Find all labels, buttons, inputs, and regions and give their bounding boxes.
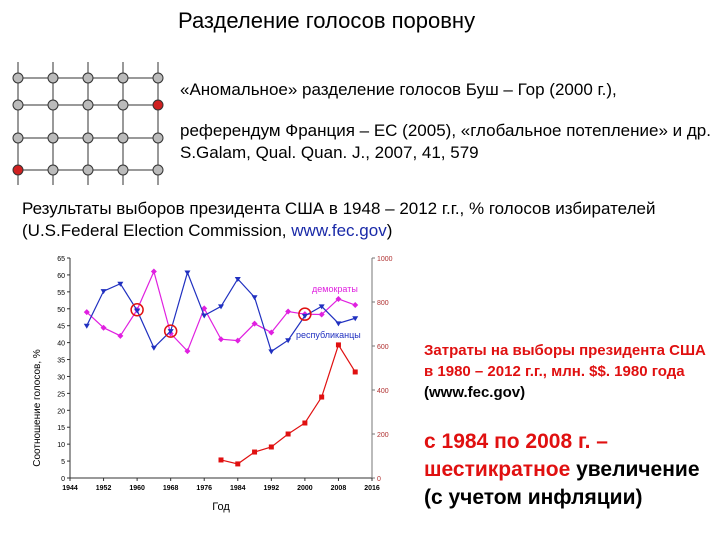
y2-tick-label: 800 xyxy=(377,300,389,307)
lattice-diagram xyxy=(12,62,164,185)
point xyxy=(234,276,241,282)
x-tick-label: 1960 xyxy=(129,485,145,492)
point xyxy=(251,295,258,301)
point xyxy=(301,313,308,319)
x-tick-label: 2000 xyxy=(297,485,313,492)
series-label: демократы xyxy=(312,284,358,294)
point xyxy=(83,309,90,316)
point xyxy=(218,336,224,343)
series-label: республиканцы xyxy=(296,330,361,340)
point xyxy=(252,449,258,455)
point xyxy=(335,295,342,302)
point xyxy=(352,302,359,309)
y2-tick-label: 1000 xyxy=(377,256,393,263)
x-tick-label: 1976 xyxy=(196,485,212,492)
x-tick-label: 2016 xyxy=(364,485,380,492)
highlight-ring xyxy=(298,307,312,321)
text: Результаты выборов президента США в 1948… xyxy=(22,198,712,242)
point xyxy=(251,320,258,327)
text: увеличение (с учетом инфляции) xyxy=(424,458,700,509)
point xyxy=(235,461,241,467)
x-tick-label: 1968 xyxy=(163,485,179,492)
y-tick-label: 35 xyxy=(57,358,65,365)
text: с 1984 по 2008 г. – шестикратное xyxy=(424,430,608,481)
x-tick-label: 1984 xyxy=(230,485,246,492)
point xyxy=(319,394,325,400)
point xyxy=(335,321,342,327)
point xyxy=(318,304,325,310)
note: с 1984 по 2008 г. – шестикратное увеличе… xyxy=(424,428,709,512)
y2-tick-label: 0 xyxy=(377,476,381,483)
point xyxy=(352,369,358,375)
y-tick-label: 5 xyxy=(61,459,65,466)
text: «Аномальное» разделение голосов Буш – Го… xyxy=(180,80,617,99)
highlight-ring xyxy=(163,324,178,338)
point xyxy=(352,316,359,322)
text: Результаты выборов президента США в 1948… xyxy=(22,199,656,240)
x-tick-label: 1992 xyxy=(264,485,280,492)
text: (www.fec.gov) xyxy=(424,384,526,401)
y-tick-label: 60 xyxy=(57,273,65,280)
y2-tick-label: 600 xyxy=(377,344,389,351)
point xyxy=(100,324,107,331)
highlight-ring xyxy=(130,303,144,317)
slide-title: Разделение голосов поровну xyxy=(178,8,476,33)
y-tick-label: 10 xyxy=(57,442,65,449)
y-axis-label: Соотношение голосов, % xyxy=(32,349,43,467)
point xyxy=(201,313,208,319)
text: референдум Франция – ЕС (2005), «глобаль… xyxy=(180,121,711,162)
y-tick-label: 20 xyxy=(57,408,65,415)
y2-tick-label: 400 xyxy=(377,388,389,395)
x-tick-label: 1952 xyxy=(96,485,112,492)
point xyxy=(150,345,157,351)
series-line xyxy=(220,343,356,465)
point xyxy=(167,329,174,335)
y-tick-label: 40 xyxy=(57,341,65,348)
point xyxy=(285,308,292,315)
y-tick-label: 25 xyxy=(57,391,65,398)
point xyxy=(134,308,141,314)
point xyxy=(335,342,341,348)
y-tick-label: 45 xyxy=(57,324,65,331)
point xyxy=(117,332,124,339)
y-tick-label: 55 xyxy=(57,290,65,297)
note: Затраты на выборы президента США в 1980 … xyxy=(424,340,716,403)
point xyxy=(218,304,224,310)
x-axis-label: Год xyxy=(212,501,230,513)
point xyxy=(100,289,107,295)
point xyxy=(268,329,275,336)
link-text: www.fec.gov xyxy=(291,221,387,240)
point xyxy=(184,348,191,355)
y2-tick-label: 200 xyxy=(377,432,389,439)
point xyxy=(268,444,274,450)
y-tick-label: 30 xyxy=(57,374,65,381)
text: Затраты на выборы президента США в 1980 … xyxy=(424,342,706,380)
point xyxy=(285,338,292,344)
point xyxy=(218,457,224,463)
point xyxy=(234,337,241,344)
point xyxy=(318,311,325,318)
y-tick-label: 15 xyxy=(57,425,65,432)
x-tick-label: 1944 xyxy=(62,485,78,492)
point xyxy=(285,431,291,437)
y-tick-label: 50 xyxy=(57,307,65,314)
x-tick-label: 2008 xyxy=(331,485,347,492)
text: ) xyxy=(386,221,393,240)
point xyxy=(117,281,124,287)
point xyxy=(150,268,157,275)
point xyxy=(83,323,90,329)
point xyxy=(201,305,208,312)
point xyxy=(302,420,308,426)
y-tick-label: 65 xyxy=(57,256,65,263)
y-tick-label: 0 xyxy=(61,476,65,483)
point xyxy=(184,270,191,276)
point xyxy=(268,349,275,355)
